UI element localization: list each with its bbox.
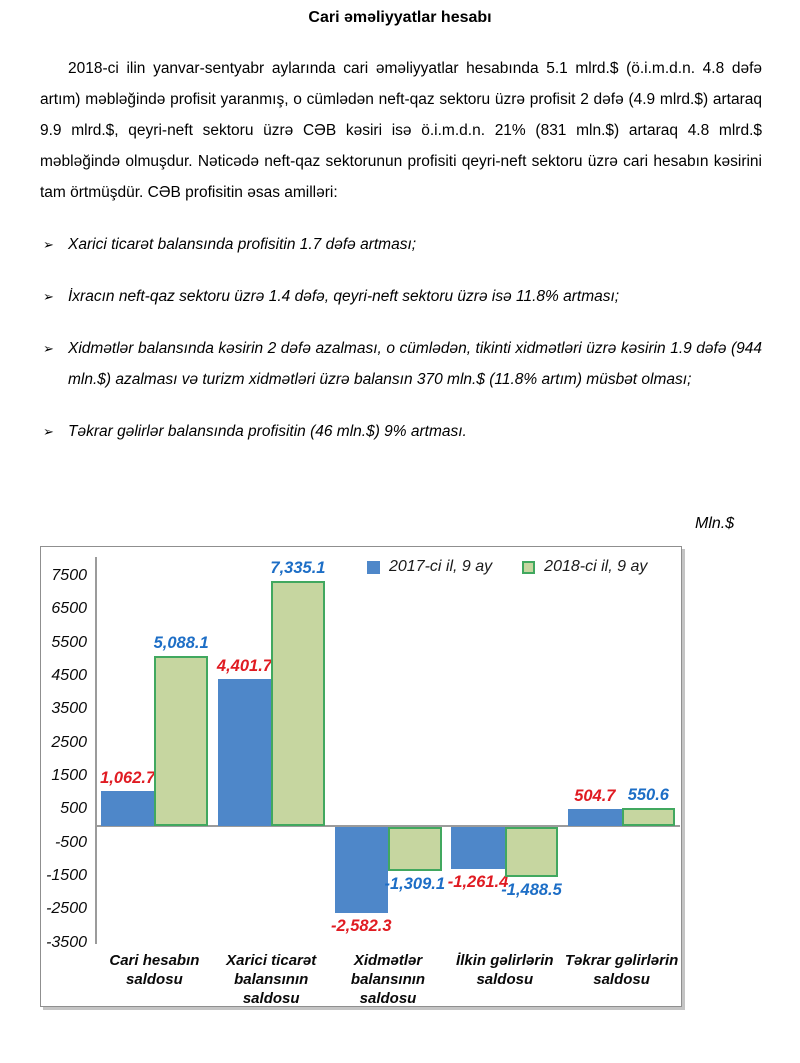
y-tick-label: -1500 — [46, 867, 87, 885]
y-tick-label: 7500 — [51, 566, 87, 584]
category-label-4: İlkin gəlirlərin saldosu — [456, 952, 554, 988]
y-tick-label: 6500 — [51, 600, 87, 618]
category-label-3: Xidmətlər balansının saldosu — [350, 952, 426, 1007]
legend-item-2017: 2017-ci il, 9 ay — [367, 558, 492, 576]
bar-2018-cat4 — [504, 827, 559, 877]
category-label-2: Xarici ticarət balansının saldosu — [226, 952, 317, 1007]
bar-2017-cat3 — [334, 827, 388, 914]
y-axis-line — [95, 557, 97, 944]
bullet-text: Təkrar gəlirlər balansında profisitin (4… — [68, 423, 467, 440]
y-tick-label: 4500 — [51, 666, 87, 684]
value-label-2017-cat4: -1,261.4 — [447, 873, 509, 892]
list-item: ➢ Xarici ticarət balansında profisitin 1… — [40, 229, 762, 260]
bar-2017-cat2 — [217, 679, 272, 826]
chart-plot-area: 7500 6500 5500 4500 3500 2500 1500 500 -500 -1500… — [41, 547, 681, 1007]
chart-legend: 2017-ci il, 9 ay 2018-ci il, 9 ay — [367, 558, 647, 576]
bullet-arrow-icon: ➢ — [43, 424, 54, 439]
y-tick-label: -500 — [54, 833, 87, 851]
list-item: ➢ İxracın neft-qaz sektoru üzrə 1.4 dəfə… — [40, 281, 762, 312]
bar-2018-cat3 — [388, 827, 442, 871]
bar-chart: 7500 6500 5500 4500 3500 2500 1500 500 -500 -1500… — [40, 546, 682, 1007]
bullet-text: Xidmətlər balansında kəsirin 2 dəfə azal… — [68, 340, 762, 388]
y-tick-label: 3500 — [51, 700, 87, 718]
value-label-2017-cat3: -2,582.3 — [330, 917, 392, 936]
list-item: ➢ Təkrar gəlirlər balansında profisitin … — [40, 416, 762, 447]
value-label-2018-cat1: 5,088.1 — [153, 634, 209, 653]
zero-axis-line — [96, 825, 680, 827]
y-tick-label: 1500 — [51, 766, 87, 784]
bar-2018-cat1 — [154, 656, 208, 826]
bullet-arrow-icon: ➢ — [43, 289, 54, 304]
y-tick-label: -3500 — [46, 933, 87, 951]
page-title: Cari əməliyyatlar hesabı — [308, 9, 492, 26]
value-label-2018-cat5: 550.6 — [627, 785, 669, 804]
bullet-list: ➢ Xarici ticarət balansında profisitin 1… — [40, 229, 762, 447]
chart-unit-label: Mln.$ — [695, 515, 735, 532]
y-tick-label: 2500 — [51, 733, 87, 751]
value-label-2018-cat4: -1,488.5 — [501, 880, 562, 899]
intro-paragraph: 2018-ci ilin yanvar-sentyabr aylarında c… — [40, 60, 762, 201]
legend-item-2018: 2018-ci il, 9 ay — [522, 558, 647, 576]
legend-swatch-2017-icon — [367, 560, 380, 574]
legend-label-2017: 2017-ci il, 9 ay — [389, 558, 493, 575]
category-label-5: Təkrar gəlirlərin saldosu — [564, 952, 679, 988]
bar-2017-cat5 — [568, 809, 622, 826]
bar-2017-cat4 — [451, 827, 505, 870]
bullet-text: Xarici ticarət balansında profisitin 1.7… — [68, 236, 417, 253]
bullet-arrow-icon: ➢ — [43, 341, 54, 356]
value-label-2017-cat1: 1,062.7 — [100, 768, 156, 787]
chart-figure: Mln.$ 7500 6500 5500 4500 3500 2500 1500 500 -50… — [40, 510, 760, 1007]
bullet-arrow-icon: ➢ — [43, 237, 54, 252]
y-tick-label: 5500 — [51, 633, 87, 651]
value-label-2017-cat5: 504.7 — [574, 787, 616, 806]
legend-label-2018: 2018-ci il, 9 ay — [544, 558, 648, 575]
bar-2018-cat5 — [621, 807, 676, 826]
value-label-2018-cat2: 7,335.1 — [270, 559, 326, 578]
y-tick-label: -2500 — [46, 900, 87, 918]
bullet-text: İxracın neft-qaz sektoru üzrə 1.4 dəfə, … — [68, 288, 620, 305]
y-tick-label: 500 — [60, 800, 87, 818]
list-item: ➢ Xidmətlər balansında kəsirin 2 dəfə az… — [40, 333, 762, 395]
value-label-2018-cat3: -1,309.1 — [384, 874, 446, 893]
category-label-1: Cari hesabın saldosu — [109, 952, 200, 988]
bar-2017-cat1 — [100, 790, 155, 826]
legend-swatch-2018-icon — [522, 560, 536, 574]
value-label-2017-cat2: 4,401.7 — [216, 657, 272, 676]
bar-2018-cat2 — [271, 581, 325, 826]
